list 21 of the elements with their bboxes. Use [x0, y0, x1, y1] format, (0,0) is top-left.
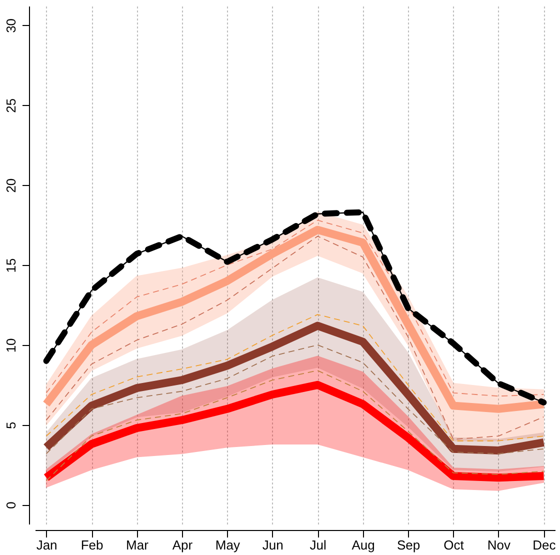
- x-tick-label: May: [215, 538, 240, 552]
- x-tick-label: Apr: [172, 538, 194, 552]
- y-tick-label: 20: [4, 178, 18, 193]
- x-tick-label: Jan: [36, 538, 58, 552]
- x-tick-label: Mar: [126, 538, 150, 552]
- y-tick-label: 0: [4, 502, 18, 509]
- x-tick-label: Jun: [262, 538, 284, 552]
- x-tick-label: Dec: [532, 538, 556, 552]
- x-tick-label: Feb: [80, 538, 104, 552]
- y-tick-label: 25: [4, 98, 18, 113]
- x-tick-label: Nov: [487, 538, 512, 552]
- y-tick-label: 15: [4, 258, 18, 273]
- y-tick-label: 5: [4, 422, 18, 429]
- line-series: [46, 314, 544, 442]
- y-tick-label: 10: [4, 338, 18, 353]
- x-tick-label: Oct: [444, 538, 464, 552]
- line-series: [46, 344, 544, 454]
- y-tick-label: 30: [4, 18, 18, 33]
- x-tick-label: Aug: [352, 538, 375, 552]
- x-tick-label: Jul: [310, 538, 327, 552]
- x-tick-label: Sep: [396, 538, 420, 552]
